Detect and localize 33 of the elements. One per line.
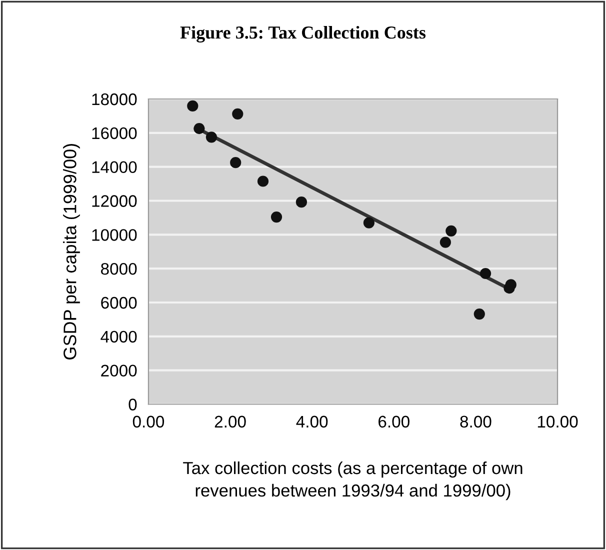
point	[296, 196, 308, 208]
x-axis-title: Tax collection costs (as a percentage of own revenues between 1993/94 and 1999/00)	[183, 461, 522, 500]
point	[257, 176, 269, 187]
x-tick-label: 8.00	[460, 416, 492, 428]
y-tick-label: 8000	[101, 262, 137, 275]
y-tick-label: 4000	[100, 330, 137, 343]
point	[206, 132, 218, 143]
y-tick-label: 2000	[101, 364, 137, 377]
point	[480, 268, 492, 280]
x-tick-label: 4.00	[296, 416, 328, 428]
point	[446, 225, 457, 236]
y-tick-label: 16000	[92, 127, 137, 140]
point	[504, 282, 515, 294]
y-tick-label: 14000	[92, 161, 137, 174]
point	[232, 108, 244, 120]
x-tick-label: 0.00	[132, 416, 164, 428]
point	[270, 211, 282, 223]
x-tick-label: 6.00	[378, 416, 410, 428]
x-tick-label: 2.00	[214, 416, 246, 428]
point	[230, 157, 242, 168]
y-tick-label: 0	[128, 398, 137, 410]
x-tick-label: 10.00	[538, 416, 578, 428]
point	[440, 236, 451, 248]
point	[187, 100, 198, 112]
point	[194, 122, 205, 134]
point	[363, 217, 375, 228]
y-tick-label: 12000	[92, 195, 137, 207]
point	[474, 308, 485, 320]
y-tick-label: 10000	[92, 229, 137, 241]
y-tick-label: 18000	[92, 93, 137, 106]
y-axis-title: GSDP per capita (1999/00)	[63, 144, 80, 360]
y-tick-label: 6000	[101, 296, 137, 309]
chart-title: Figure 3.5: Tax Collection Costs	[180, 26, 426, 42]
